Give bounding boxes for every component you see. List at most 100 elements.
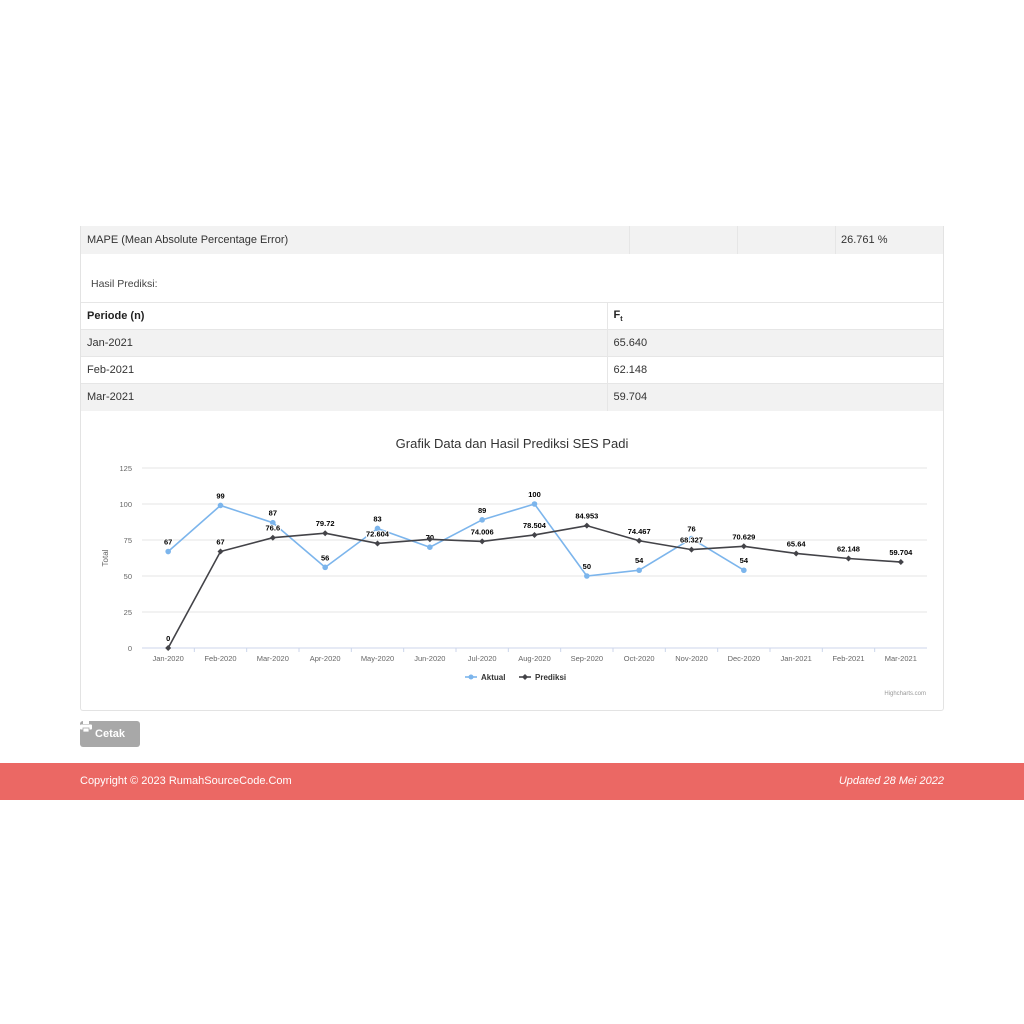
data-point	[636, 567, 642, 574]
data-label: 68.327	[680, 536, 703, 545]
cell-ft: 59.704	[606, 383, 943, 411]
data-label: 54	[635, 556, 644, 565]
results-panel: MAPE (Mean Absolute Percentage Error) 26…	[80, 226, 944, 711]
footer-copyright: Copyright © 2023 RumahSourceCode.Com	[80, 775, 292, 787]
data-label: 83	[373, 514, 381, 523]
highcharts-credit: Highcharts.com	[884, 691, 926, 697]
cetak-button[interactable]: Cetak	[80, 721, 140, 747]
legend-marker	[522, 674, 528, 680]
x-tick-label: Jun-2020	[414, 654, 445, 663]
data-label: 54	[740, 556, 749, 565]
data-label: 76.6	[266, 524, 281, 533]
cell-periode: Feb-2021	[81, 356, 607, 384]
data-label: 56	[321, 553, 329, 562]
data-point	[583, 522, 590, 529]
prediction-table: Periode (n) Ft Jan-2021 65.640 Feb-2021 …	[81, 302, 943, 411]
y-tick-label: 100	[119, 500, 132, 509]
cell-periode: Jan-2021	[81, 329, 607, 357]
data-point	[845, 555, 852, 562]
legend-item-aktual: Aktual	[481, 673, 505, 682]
cell-periode: Mar-2021	[81, 383, 607, 411]
data-label: 67	[216, 538, 224, 547]
data-point	[374, 540, 381, 547]
footer-updated: Updated 28 Mei 2022	[838, 775, 944, 787]
data-point	[531, 531, 538, 538]
data-label: 100	[528, 490, 541, 499]
x-tick-label: Mar-2020	[257, 654, 289, 663]
y-tick-label: 25	[124, 608, 132, 617]
x-tick-label: May-2020	[361, 654, 394, 663]
hasil-prediksi-label: Hasil Prediksi:	[91, 278, 158, 290]
y-axis-title: Total	[101, 549, 110, 566]
data-point	[217, 502, 224, 509]
x-tick-label: Feb-2020	[204, 654, 236, 663]
data-point	[427, 544, 433, 550]
series-line-aktual	[167, 503, 745, 577]
header-periode: Periode (n)	[81, 302, 607, 330]
data-label: 79.72	[316, 519, 335, 528]
x-tick-label: Jan-2020	[153, 654, 184, 663]
data-point	[374, 525, 381, 532]
line-chart: 0 25 50 75 100 125 Total Jan-2020 Feb-2020 Mar-20…	[101, 464, 927, 697]
data-label: 74.467	[628, 527, 651, 536]
y-tick-label: 75	[124, 536, 132, 545]
data-point	[479, 538, 486, 545]
data-label: 78.504	[523, 521, 547, 530]
data-label: 65.64	[787, 539, 807, 548]
cetak-label: Cetak	[95, 728, 125, 740]
data-point	[688, 546, 695, 553]
data-label: 59.704	[889, 548, 913, 557]
mape-label: MAPE (Mean Absolute Percentage Error)	[87, 234, 289, 246]
data-point	[322, 564, 328, 571]
data-point	[165, 645, 172, 651]
data-point	[531, 501, 538, 507]
data-label: 87	[269, 509, 277, 518]
footer: Copyright © 2023 RumahSourceCode.Com Upd…	[0, 763, 1024, 800]
data-label: 67	[164, 538, 172, 547]
x-tick-label: Apr-2020	[310, 654, 341, 663]
data-point	[426, 536, 433, 543]
legend-item-prediksi: Prediksi	[535, 673, 566, 682]
data-point	[897, 559, 904, 566]
legend-marker	[468, 674, 474, 680]
print-icon	[80, 721, 92, 732]
data-label: 70.629	[732, 532, 755, 541]
y-tick-label: 125	[119, 464, 132, 473]
x-tick-label: Sep-2020	[571, 654, 604, 663]
data-label: 72.604	[366, 529, 390, 538]
data-point	[688, 535, 695, 542]
data-label: 74.006	[471, 527, 494, 536]
y-tick-label: 0	[128, 644, 132, 653]
data-label: 99	[216, 491, 224, 500]
x-tick-label: Feb-2021	[832, 654, 864, 663]
data-point	[269, 534, 276, 541]
cell-ft: 62.148	[606, 356, 943, 384]
x-tick-label: Dec-2020	[728, 654, 761, 663]
data-point	[584, 573, 590, 579]
data-label: 0	[166, 634, 170, 643]
table-row: Mar-2021 59.704	[81, 383, 943, 411]
mape-value: 26.761 %	[841, 234, 888, 246]
data-label: 76	[687, 525, 695, 534]
header-ft: Ft	[606, 302, 943, 330]
data-point	[636, 537, 643, 544]
data-point	[741, 567, 747, 574]
data-label: 62.148	[837, 545, 860, 554]
table-row: Jan-2021 65.640	[81, 329, 943, 357]
data-point	[793, 550, 800, 557]
data-label: 50	[583, 562, 591, 571]
x-tick-label: Jan-2021	[781, 654, 812, 663]
data-point	[217, 548, 224, 555]
data-point	[270, 519, 276, 526]
data-point	[479, 517, 485, 523]
mape-row: MAPE (Mean Absolute Percentage Error) 26…	[81, 226, 943, 254]
cell-ft: 65.640	[606, 329, 943, 357]
x-tick-label: Jul-2020	[468, 654, 497, 663]
chart-container: Grafik Data dan Hasil Prediksi SES Padi …	[81, 412, 943, 712]
x-tick-label: Mar-2021	[885, 654, 917, 663]
data-point	[740, 543, 747, 550]
table-header-row: Periode (n) Ft	[81, 302, 943, 330]
x-tick-label: Oct-2020	[624, 654, 655, 663]
chart-title: Grafik Data dan Hasil Prediksi SES Padi	[395, 436, 629, 451]
data-label: 89	[478, 506, 486, 515]
